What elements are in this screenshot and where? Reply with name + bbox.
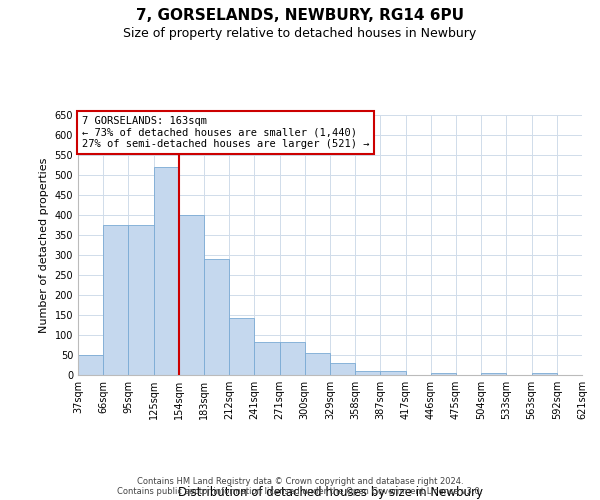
X-axis label: Distribution of detached houses by size in Newbury: Distribution of detached houses by size … bbox=[178, 486, 482, 499]
Bar bbox=[305, 353, 330, 375]
Bar bbox=[380, 371, 406, 375]
Bar bbox=[229, 318, 254, 375]
Text: Contains HM Land Registry data © Crown copyright and database right 2024.
Contai: Contains HM Land Registry data © Crown c… bbox=[118, 476, 482, 496]
Bar bbox=[128, 225, 154, 375]
Bar bbox=[179, 215, 204, 375]
Bar bbox=[532, 373, 557, 375]
Bar bbox=[254, 342, 280, 375]
Bar bbox=[280, 342, 305, 375]
Bar bbox=[330, 363, 355, 375]
Bar bbox=[103, 225, 128, 375]
Bar bbox=[154, 167, 179, 375]
Text: 7 GORSELANDS: 163sqm
← 73% of detached houses are smaller (1,440)
27% of semi-de: 7 GORSELANDS: 163sqm ← 73% of detached h… bbox=[82, 116, 369, 149]
Bar bbox=[78, 355, 103, 375]
Text: Size of property relative to detached houses in Newbury: Size of property relative to detached ho… bbox=[124, 28, 476, 40]
Bar bbox=[355, 371, 380, 375]
Text: 7, GORSELANDS, NEWBURY, RG14 6PU: 7, GORSELANDS, NEWBURY, RG14 6PU bbox=[136, 8, 464, 22]
Bar bbox=[481, 373, 506, 375]
Bar bbox=[431, 373, 456, 375]
Y-axis label: Number of detached properties: Number of detached properties bbox=[39, 158, 49, 332]
Bar bbox=[204, 259, 229, 375]
